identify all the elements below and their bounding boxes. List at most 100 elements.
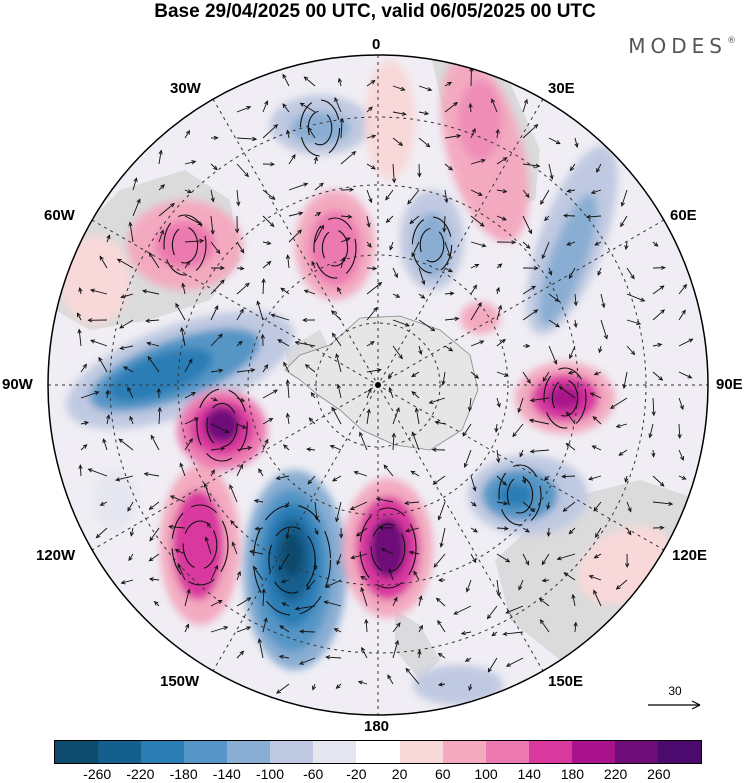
wind-vector bbox=[418, 111, 429, 115]
wind-vector-head bbox=[479, 222, 485, 227]
wind-vector-head bbox=[261, 278, 266, 283]
wind-vector-head bbox=[218, 368, 224, 373]
wind-vector bbox=[466, 579, 472, 592]
wind-vector-head bbox=[143, 472, 149, 477]
wind-vector bbox=[411, 241, 420, 257]
wind-vector bbox=[418, 345, 422, 355]
wind-vector-head bbox=[496, 402, 501, 408]
wind-vector bbox=[366, 189, 372, 203]
wind-vector-head bbox=[405, 667, 411, 673]
lon-label-90w: 90W bbox=[2, 376, 33, 393]
circulation-streamline bbox=[268, 526, 316, 594]
wind-vector-head bbox=[185, 623, 190, 629]
wind-vector bbox=[360, 587, 368, 607]
wind-vector-head bbox=[511, 240, 517, 245]
wind-vector-head bbox=[244, 282, 250, 288]
colorbar-tick-label: 60 bbox=[435, 766, 451, 782]
wind-vector bbox=[522, 99, 528, 113]
wind-vector-head bbox=[601, 303, 606, 309]
wind-vector bbox=[232, 542, 238, 555]
wind-vector bbox=[119, 319, 134, 329]
wind-vector-head bbox=[533, 265, 539, 271]
wind-vector-head bbox=[640, 297, 646, 302]
wind-vector-head bbox=[437, 619, 442, 625]
wind-vector bbox=[652, 449, 655, 457]
wind-vector bbox=[210, 305, 219, 321]
colorbar-swatch bbox=[270, 741, 314, 763]
wind-vector-head bbox=[351, 151, 357, 156]
wind-vector-head bbox=[593, 589, 598, 595]
wind-vector-head bbox=[460, 630, 466, 636]
wind-vector bbox=[236, 571, 241, 581]
wind-vector-head bbox=[658, 376, 664, 381]
wind-vector-head bbox=[277, 339, 283, 344]
wind-vector bbox=[262, 124, 278, 139]
colorbar-swatch bbox=[184, 741, 228, 763]
wind-vector-head bbox=[246, 626, 252, 631]
wind-vector-head bbox=[148, 252, 154, 258]
wind-vector bbox=[80, 391, 99, 399]
wind-vector bbox=[286, 527, 290, 539]
wind-vector bbox=[411, 470, 420, 477]
wind-vector-head bbox=[335, 353, 340, 359]
wind-vector bbox=[574, 137, 578, 148]
wind-vector-head bbox=[210, 230, 215, 235]
wind-vector bbox=[236, 267, 244, 270]
wind-vector-head bbox=[98, 356, 103, 362]
wind-vector bbox=[496, 157, 508, 165]
wind-vector bbox=[332, 475, 342, 482]
wind-vector-head bbox=[618, 451, 624, 456]
circulation-streamline bbox=[299, 99, 341, 157]
wind-vector bbox=[281, 579, 290, 583]
wind-vector bbox=[405, 668, 420, 685]
wind-vector bbox=[287, 255, 290, 269]
wind-vector bbox=[366, 80, 375, 87]
wind-vector bbox=[652, 501, 673, 505]
wind-vector-head bbox=[349, 187, 355, 192]
wind-vector bbox=[308, 417, 316, 425]
lon-label-180: 180 bbox=[364, 718, 390, 735]
wind-vector bbox=[594, 371, 602, 376]
wind-vector-head bbox=[78, 464, 83, 470]
wind-vector-head bbox=[335, 684, 341, 690]
wind-vector bbox=[444, 241, 451, 257]
wind-vector-head bbox=[180, 327, 185, 332]
wind-vector-head bbox=[159, 229, 165, 235]
wind-vector bbox=[120, 345, 134, 350]
wind-vector-head bbox=[567, 370, 573, 375]
colorbar-swatch bbox=[614, 741, 658, 763]
wind-vector bbox=[236, 650, 244, 659]
wind-vector-head bbox=[541, 578, 547, 583]
wind-vector-head bbox=[373, 306, 378, 312]
wind-vector bbox=[258, 468, 264, 477]
wind-vector-head bbox=[433, 563, 438, 568]
wind-vector-head bbox=[530, 507, 535, 513]
wind-vector bbox=[522, 527, 530, 533]
wind-vector bbox=[626, 293, 645, 302]
wind-vector bbox=[392, 85, 405, 91]
wind-vector-head bbox=[449, 291, 455, 296]
new-zealand-landmass bbox=[395, 610, 440, 680]
colorbar-swatch bbox=[442, 741, 486, 763]
wind-vector bbox=[522, 371, 531, 384]
wind-vector-head bbox=[427, 87, 433, 92]
wind-vector-head bbox=[627, 507, 632, 513]
wind-vector-head bbox=[181, 282, 186, 288]
wind-vector-head bbox=[525, 560, 530, 566]
wind-vector-head bbox=[123, 366, 129, 371]
wind-vector-head bbox=[169, 495, 175, 500]
map-boundary bbox=[47, 54, 709, 716]
wind-vector-head bbox=[147, 355, 152, 361]
wind-vector-head bbox=[359, 431, 364, 437]
wind-vector bbox=[557, 553, 576, 560]
wind-vector-head bbox=[345, 237, 351, 242]
wind-vector-head bbox=[593, 371, 599, 376]
wind-vector-head bbox=[481, 243, 487, 248]
wind-vector bbox=[279, 655, 290, 659]
wind-vector bbox=[600, 319, 608, 339]
wind-vector bbox=[117, 258, 134, 269]
wind-vector bbox=[626, 319, 641, 325]
wind-vector-head bbox=[360, 586, 365, 592]
wind-vector-head bbox=[425, 142, 431, 148]
wind-vector-head bbox=[411, 390, 417, 396]
